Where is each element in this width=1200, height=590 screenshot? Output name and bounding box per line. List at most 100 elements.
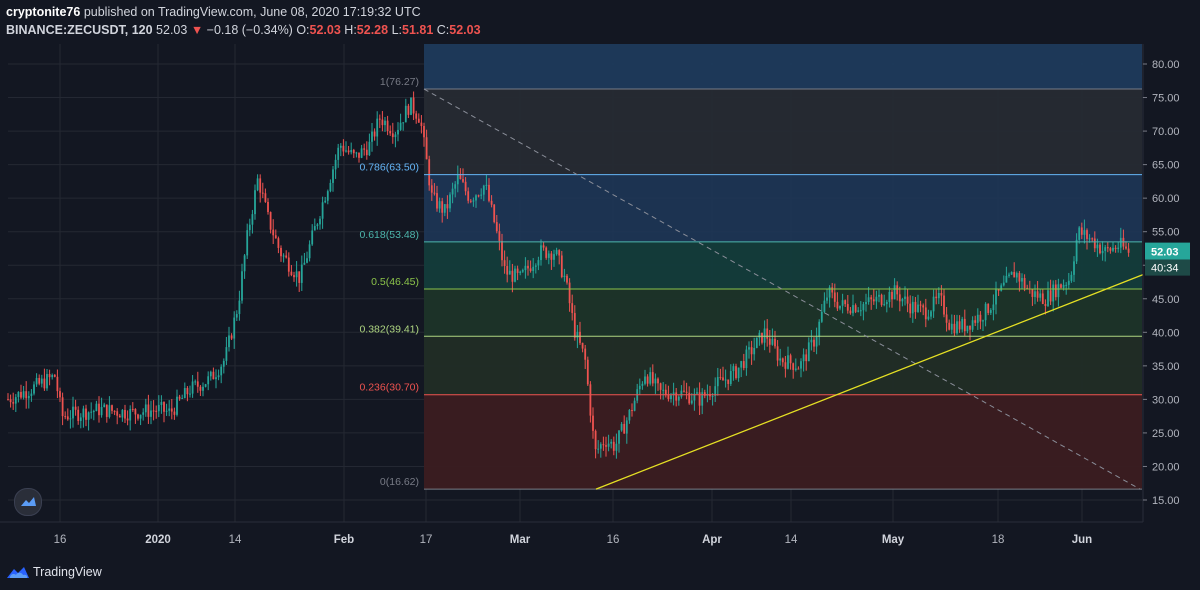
candle-body [287,257,290,272]
candle-body [914,301,917,312]
candle-body [98,403,100,416]
candle-body [820,311,823,322]
price-tick-2: 70.00 [1152,126,1180,138]
candle-body [901,298,904,302]
candle-body [14,397,17,404]
candle-body [1010,271,1013,275]
candle-body [602,444,605,446]
bar-timer-label: 40:34 [1151,263,1179,275]
candle-body [464,181,467,192]
candle-body [724,379,727,381]
candle-body [813,339,815,347]
candle-body [488,184,490,201]
price-axis [1143,44,1200,556]
author-name[interactable]: cryptonite76 [6,5,81,19]
candle-body [394,134,397,138]
candle-body [1044,303,1047,306]
candle-body [7,399,9,401]
candle-body [365,149,368,156]
time-axis [0,522,1200,556]
last-price: 52.03 [156,23,188,37]
candle-body [540,245,542,261]
candle-body [1005,275,1008,283]
candle-body [571,303,574,314]
candle-body [228,335,230,348]
candle-body [196,381,199,387]
footer-brand[interactable]: TradingView [33,565,102,579]
candle-body [875,296,878,302]
tradingview-badge-icon[interactable] [14,488,42,516]
candle-body [40,378,43,384]
candle-body [1073,261,1075,275]
candle-body [763,328,766,343]
symbol-label: BINANCE:ZECUSDT, 120 [6,23,153,37]
candle-body [391,133,394,138]
candle-body [43,378,46,389]
candle-body [1093,238,1096,249]
candle-body [982,320,984,322]
fib-label-0: 1(76.27) [380,76,419,88]
support-trendline [595,274,1144,490]
candle-body [511,270,514,282]
fib-zone-1 [424,174,1142,242]
fib-zone-5 [424,394,1142,490]
candle-body [514,268,516,282]
candle-body [407,105,410,115]
candle-body [758,332,761,338]
open-label: O: [296,23,310,37]
candle-body [376,118,379,137]
candle-body [1112,247,1114,251]
candle-body [35,377,38,385]
candle-body [300,264,303,283]
price-chart[interactable]: 1(76.27) 0.786(63.50) 0.618(53.48) 0.5(46.4… [0,44,1200,556]
candle-body [771,338,774,345]
open-value: 52.03 [309,23,341,37]
price-tick-7: 45.00 [1152,294,1180,306]
candle-body [152,410,155,412]
candle-body [209,371,212,377]
candle-body [38,377,41,384]
candle-body [64,416,67,418]
candle-body [451,188,454,195]
candle-body [826,297,828,301]
candle-body [1127,248,1130,253]
candle-body [584,348,587,360]
candle-body [168,408,171,411]
candle-body [558,250,561,256]
candle-body [1021,278,1023,282]
candle-body [818,321,821,338]
candle-body [802,354,805,362]
candle-body [220,366,223,376]
candle-body [389,131,392,134]
candle-body [690,400,693,404]
candle-body [662,389,665,391]
candle-body [233,317,236,339]
candle-body [649,372,652,384]
candle-body [966,325,969,332]
candle-body [85,408,87,420]
candle-body [807,342,810,362]
candle-body [189,393,191,395]
fib-label-1: 0.786(63.50) [359,162,419,174]
candle-body [1114,247,1117,250]
candle-body [547,253,550,258]
time-tick-6: 16 [607,534,620,546]
candle-body [641,383,644,386]
candle-body [628,410,631,421]
candle-body [129,408,132,421]
candle-body [267,201,269,213]
candle-body [350,150,353,153]
close-label: C: [436,23,450,37]
candle-body [922,305,925,308]
candle-body [917,304,919,312]
candle-body [420,122,423,127]
candle-body [615,443,618,451]
candle-body [937,292,940,299]
candle-body [727,379,730,384]
candle-body [1026,287,1029,289]
candle-body [53,374,56,377]
candle-body [126,418,129,421]
candle-body [475,195,477,201]
candle-body [111,405,113,411]
candle-body [261,192,264,194]
